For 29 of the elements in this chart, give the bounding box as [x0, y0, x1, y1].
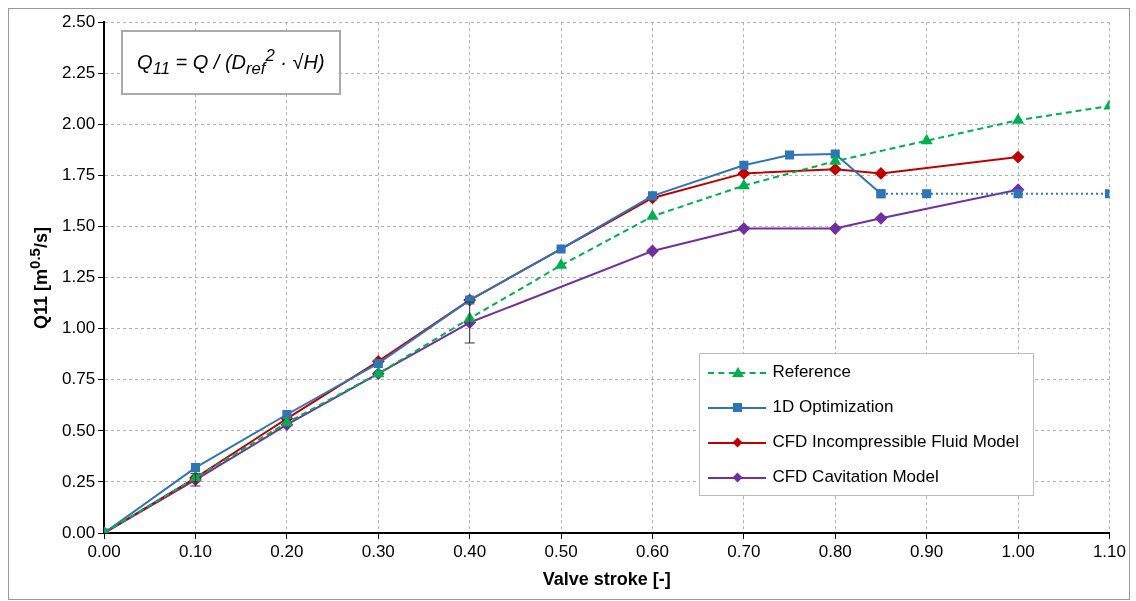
y-tick-label: 0.75 — [61, 369, 96, 389]
y-tick-label: 0.00 — [61, 522, 96, 542]
x-tick-label: 1.00 — [1001, 541, 1035, 561]
x-tick-label: 0.70 — [727, 541, 761, 561]
x-tick-label: 1.10 — [1092, 541, 1126, 561]
legend-label: CFD Incompressible Fluid Model — [772, 432, 1020, 452]
legend-label: 1D Optimization — [772, 397, 894, 417]
legend-label: Reference — [772, 362, 851, 382]
y-tick-label: 1.00 — [61, 318, 96, 338]
y-tick-label: 0.50 — [61, 420, 96, 440]
x-tick-label: 0.50 — [544, 541, 578, 561]
x-axis-title: Valve stroke [-] — [542, 569, 671, 590]
x-tick-label: 0.90 — [910, 541, 944, 561]
x-tick-label: 0.20 — [270, 541, 304, 561]
y-tick-label: 2.00 — [61, 114, 96, 134]
y-tick-label: 1.50 — [61, 216, 96, 236]
legend-label: CFD Cavitation Model — [772, 467, 939, 487]
y-tick-label: 2.25 — [61, 62, 96, 82]
x-tick-label: 0.30 — [361, 541, 395, 561]
annotation: Q$_{11}$ = Q / (D$_{ref}$$^{2}$ · √H) — [121, 30, 341, 95]
x-tick-label: 0.80 — [818, 541, 852, 561]
y-tick-label: 2.50 — [61, 11, 96, 31]
x-tick-label: 0.60 — [635, 541, 670, 561]
y-tick-label: 1.75 — [61, 165, 96, 185]
y-tick-label: 0.25 — [61, 471, 96, 491]
x-tick-label: 0.00 — [87, 541, 121, 561]
y-tick-label: 1.25 — [61, 267, 96, 287]
x-tick-label: 0.10 — [178, 541, 213, 561]
x-tick-label: 0.40 — [453, 541, 487, 561]
